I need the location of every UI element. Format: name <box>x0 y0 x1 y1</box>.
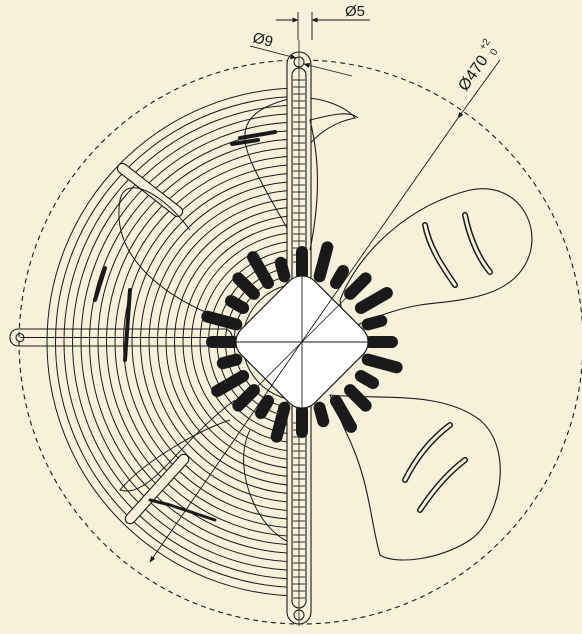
cooling-fin <box>330 264 349 290</box>
guard-ring <box>55 96 300 588</box>
dimension-shaft <box>276 12 370 40</box>
fan-blades-behind-guard <box>93 97 356 546</box>
guard-ring <box>165 206 300 478</box>
mounting-hole-top <box>293 56 305 68</box>
cooling-fin <box>247 251 274 290</box>
guard-ring <box>157 198 300 486</box>
cooling-fin <box>232 272 260 300</box>
cooling-fin <box>296 404 308 438</box>
guard-horizontal-strut <box>9 328 233 347</box>
guard-ring <box>123 164 300 520</box>
dimension-fan-diameter <box>149 59 501 563</box>
guard-ring <box>140 181 300 503</box>
cooling-fin <box>201 310 243 331</box>
guard-ring <box>191 232 300 452</box>
cooling-fin <box>330 394 357 433</box>
guard-ring <box>106 147 300 537</box>
cooling-fin <box>364 336 398 348</box>
cooling-fin <box>313 241 334 283</box>
guard-ring <box>131 172 300 512</box>
guard-ring <box>80 121 300 563</box>
guard-ring <box>46 87 300 597</box>
mounting-hole-bottom <box>293 609 305 621</box>
dimension-fan-tolerance-lower: 0 <box>488 47 500 58</box>
guard-ring <box>182 223 300 461</box>
guard-diagonal-strut-upper <box>116 162 184 218</box>
cooling-fin <box>211 370 250 397</box>
guard-ring <box>89 130 300 554</box>
cooling-fin <box>361 353 403 374</box>
cooling-fin <box>313 401 330 428</box>
motor-cooling-fins <box>201 241 403 443</box>
dimension-shaft-label: Ø5 <box>345 3 365 20</box>
cooling-fin <box>270 401 291 443</box>
cooling-fin <box>206 336 240 348</box>
dimension-hole-label: Ø9 <box>251 29 275 50</box>
cooling-fin <box>354 370 380 389</box>
cooling-fin <box>344 272 372 300</box>
cooling-fin <box>255 394 274 420</box>
guard-ring <box>199 240 300 444</box>
guard-ring <box>148 189 300 495</box>
cooling-fin <box>274 256 291 283</box>
cooling-fin <box>361 314 388 331</box>
dimension-fan-diameter-label: Ø470 <box>455 52 491 94</box>
cooling-fin <box>296 246 308 280</box>
guard-ring <box>63 104 300 580</box>
fan-blade-top <box>309 113 359 251</box>
guard-ring <box>114 155 300 529</box>
guard-ring <box>72 113 300 571</box>
guard-ring <box>97 138 300 546</box>
cooling-fin <box>354 287 393 314</box>
guard-diagonal-strut-lower <box>124 453 190 525</box>
guard-ring <box>174 215 300 469</box>
cooling-fin <box>224 295 250 314</box>
cooling-fin <box>344 384 372 412</box>
cooling-fin <box>232 384 260 412</box>
fan-blade-lower-right <box>329 394 501 561</box>
dimension-hole <box>249 45 353 77</box>
cooling-fin <box>216 353 243 370</box>
